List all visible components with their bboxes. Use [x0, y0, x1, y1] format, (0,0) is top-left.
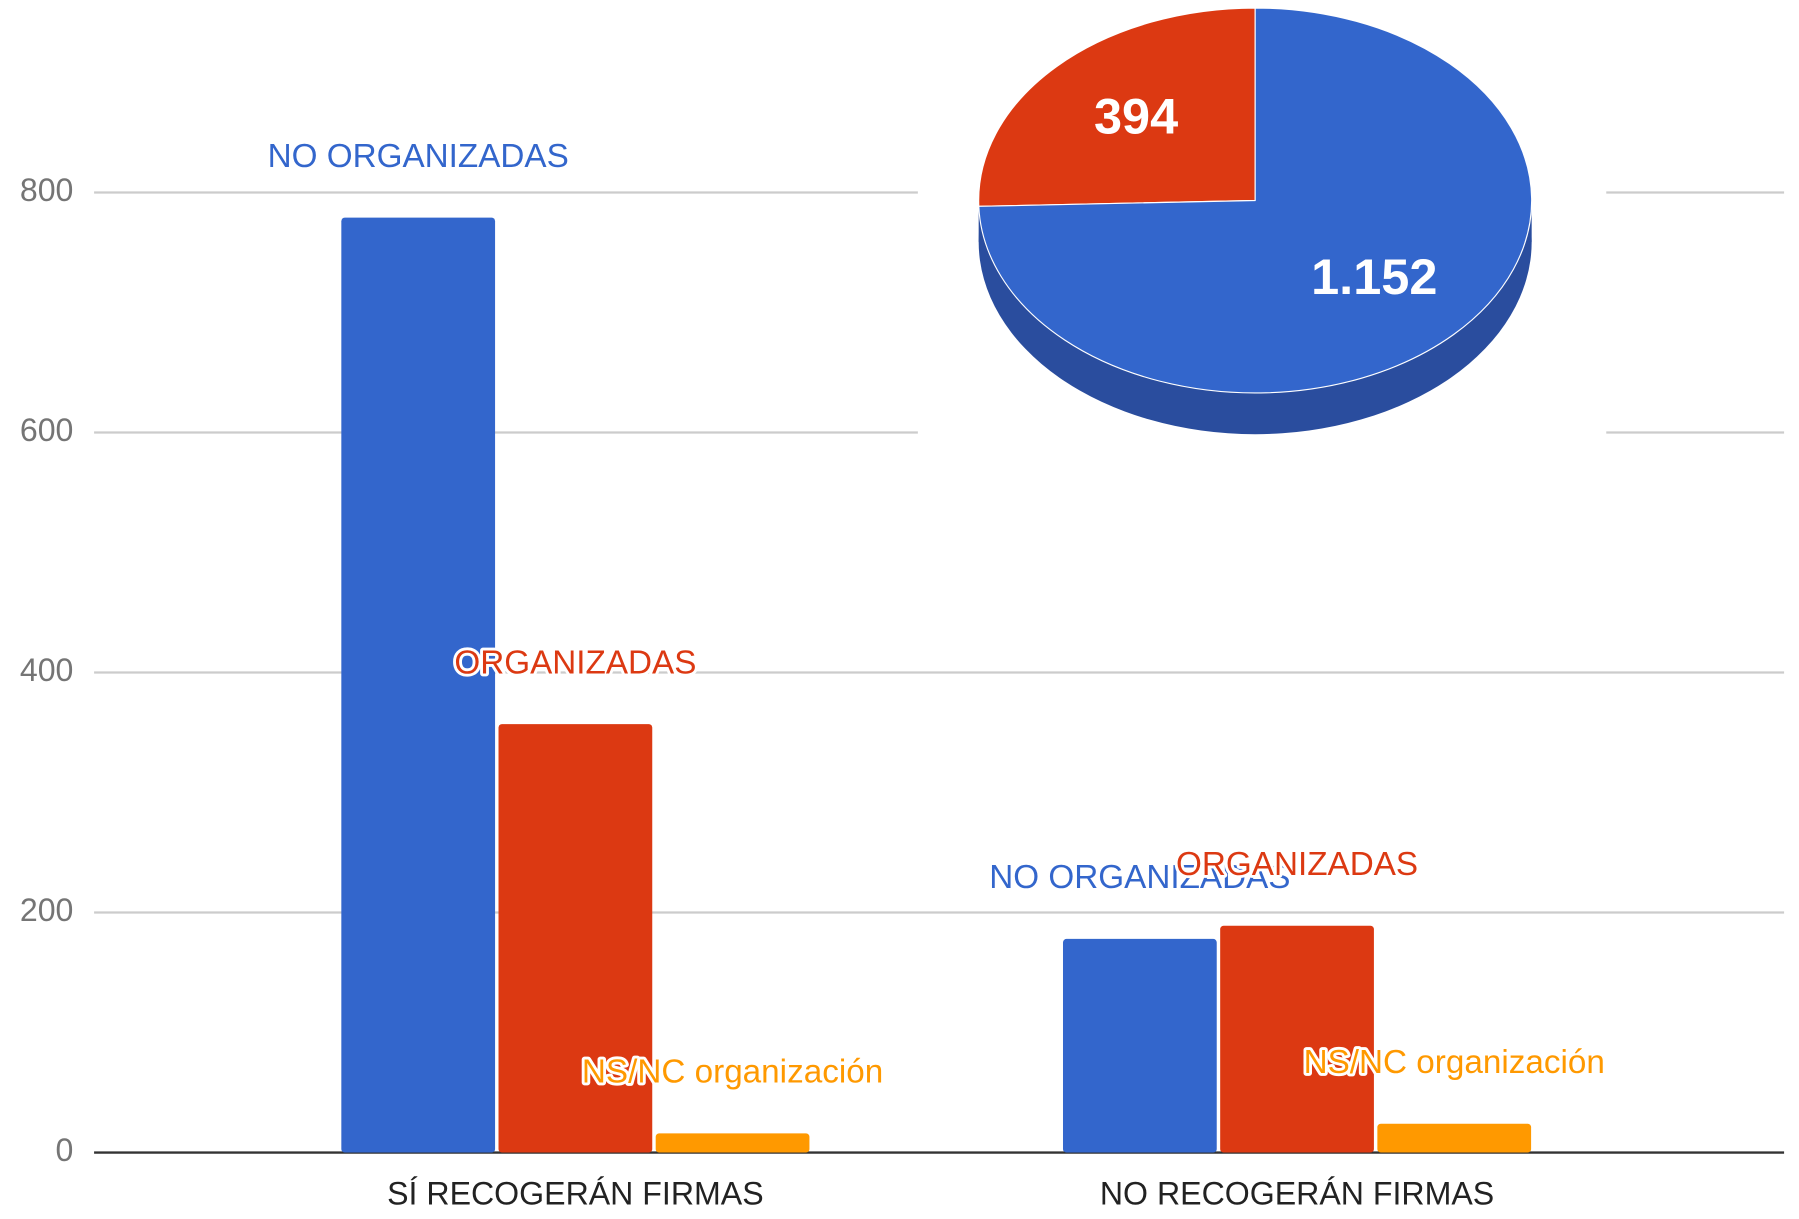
bar-label: NO ORGANIZADAS	[268, 138, 569, 175]
bar	[1062, 938, 1217, 1153]
x-tick-label: SÍ RECOGERÁN FIRMAS	[387, 1176, 764, 1212]
bar	[341, 217, 496, 1153]
bar	[1377, 1123, 1532, 1153]
y-tick-label: 800	[20, 172, 74, 208]
y-tick-label: 0	[56, 1132, 74, 1168]
bar-label: ORGANIZADAS	[1176, 846, 1418, 883]
bar-label: ORGANIZADAS	[454, 644, 696, 681]
pie-label: 394	[1094, 87, 1178, 144]
x-tick-label: NO RECOGERÁN FIRMAS	[1100, 1176, 1494, 1212]
bar	[655, 1133, 810, 1153]
bar-label: NS/NC organización	[1304, 1044, 1605, 1081]
pie-slice	[978, 7, 1256, 207]
y-tick-label: 200	[20, 892, 74, 928]
y-tick-label: 600	[20, 412, 74, 448]
pie-label: 1.152	[1311, 248, 1437, 305]
bar	[498, 724, 653, 1153]
bar-label: NS/NC organización	[582, 1054, 883, 1091]
bar	[1220, 925, 1374, 1153]
y-tick-label: 400	[20, 652, 74, 688]
bar-label: NO ORGANIZADAS	[989, 859, 1290, 896]
pie-slice	[978, 7, 1533, 394]
